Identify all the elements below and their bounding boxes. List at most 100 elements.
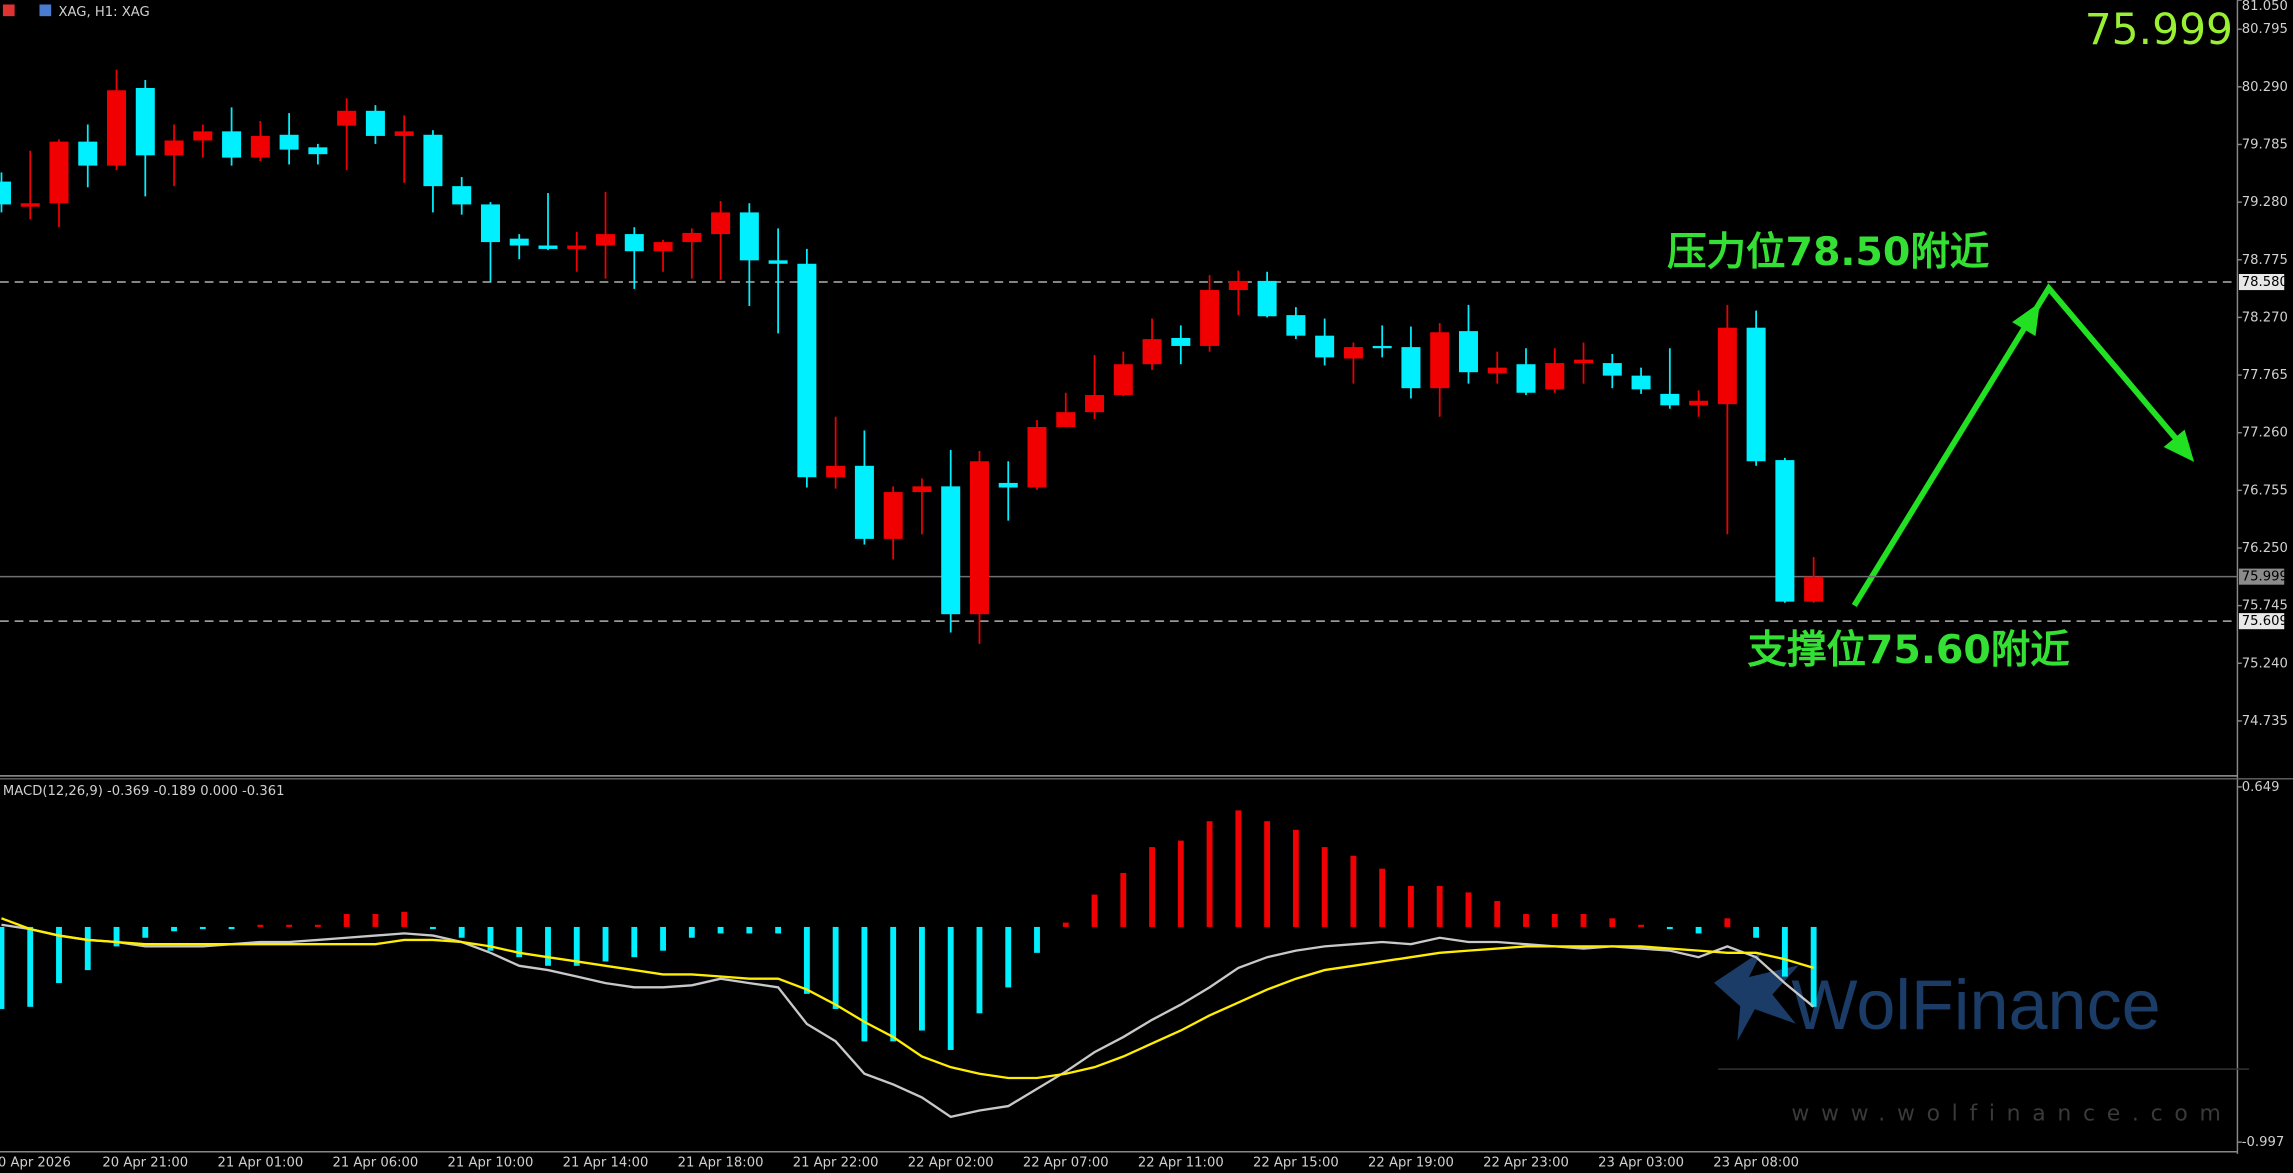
histogram-bar	[1551, 913, 1558, 927]
current-price: 75.999	[2085, 5, 2233, 54]
histogram-bar	[1494, 901, 1501, 927]
candle-body	[337, 110, 357, 126]
chart-title: XAG, H1: XAG	[58, 5, 149, 20]
histogram-bar	[832, 926, 839, 1009]
price-tag-label: 75.609	[2242, 614, 2288, 629]
histogram-bar	[660, 926, 666, 951]
histogram-bar	[1638, 924, 1644, 927]
histogram-bar	[1206, 821, 1213, 927]
candle-body	[1228, 280, 1248, 291]
histogram-bar	[573, 926, 580, 966]
arrow-head	[2012, 302, 2040, 337]
candle-body	[711, 212, 731, 235]
watermark-logo	[1713, 950, 1799, 1042]
candle-body	[509, 238, 529, 246]
histogram-bar	[27, 926, 34, 1007]
candle-body	[653, 242, 673, 252]
x-tick-label: 22 Apr 11:00	[1138, 1156, 1224, 1171]
histogram-bar	[775, 926, 782, 934]
candle-body	[0, 181, 11, 205]
symbol-icon	[2, 4, 15, 17]
candle-body	[1200, 290, 1220, 346]
histogram-bar	[1350, 855, 1357, 927]
y-tick-label: 80.795	[2242, 22, 2288, 37]
histogram-bar	[1120, 872, 1127, 927]
candle-body	[480, 204, 500, 243]
price-tag	[2238, 613, 2285, 630]
candle-body	[854, 465, 874, 539]
histogram-bar	[343, 913, 350, 927]
histogram-bar	[688, 926, 695, 938]
histogram-bar	[919, 926, 925, 1031]
candle-body	[1027, 426, 1047, 488]
histogram-bar	[458, 926, 465, 938]
candle-body	[1631, 375, 1651, 390]
x-tick-label: 23 Apr 08:00	[1713, 1156, 1799, 1171]
candle-body	[596, 234, 616, 246]
histogram-bar	[1724, 918, 1731, 927]
y-tick-label: 81.050	[2242, 0, 2288, 14]
x-tick-label: 21 Apr 14:00	[563, 1156, 649, 1171]
candle-body	[1113, 364, 1133, 396]
price-tag	[2238, 273, 2285, 291]
candle-body	[682, 232, 702, 243]
candle-body	[250, 135, 270, 158]
x-tick-label: 21 Apr 01:00	[217, 1156, 303, 1171]
histogram-bar	[1695, 926, 1702, 934]
candle-body	[1085, 395, 1105, 413]
histogram-bar	[746, 926, 753, 934]
candle-body	[78, 141, 98, 166]
y-tick-label: 0.649	[2242, 780, 2280, 795]
histogram-bar	[1781, 926, 1788, 977]
histogram-bar	[976, 926, 983, 1014]
histogram-bar	[1062, 922, 1069, 927]
symbol-icon	[39, 4, 52, 17]
histogram-bar	[1321, 847, 1328, 927]
candle-body	[1775, 460, 1795, 602]
candle-body	[107, 90, 127, 166]
histogram-bar	[1408, 885, 1414, 927]
histogram-bar	[199, 926, 206, 930]
histogram-bar	[286, 924, 293, 927]
histogram-bar	[314, 924, 321, 927]
candle-body	[1458, 331, 1478, 373]
candle-body	[1056, 412, 1076, 427]
candle-body	[1171, 337, 1191, 346]
histogram-bar	[1666, 926, 1673, 930]
histogram-bar	[516, 926, 523, 958]
y-tick-label: 78.775	[2242, 253, 2288, 268]
price-tag-label: 78.580	[2242, 275, 2288, 290]
y-tick-label: 76.755	[2242, 483, 2288, 498]
candle-body	[768, 260, 788, 264]
candle-body	[1487, 367, 1507, 374]
x-tick-label: 22 Apr 19:00	[1368, 1156, 1454, 1171]
x-tick-label: 21 Apr 22:00	[793, 1156, 879, 1171]
histogram-bar	[430, 926, 436, 930]
candle-body	[969, 461, 989, 615]
histogram-bar	[1177, 840, 1184, 927]
candle-body	[49, 141, 69, 204]
candle-body	[394, 131, 414, 136]
candle-body	[1717, 327, 1737, 405]
candle-body	[365, 110, 385, 136]
histogram-bar	[1753, 926, 1760, 938]
candle-body	[1401, 347, 1421, 389]
candle-body	[308, 147, 328, 155]
candle-body	[912, 486, 932, 493]
indicator-label: MACD(12,26,9) -0.369 -0.189 0.000 -0.361	[3, 784, 285, 799]
histogram-bar	[228, 926, 235, 930]
histogram-bar	[1034, 926, 1040, 953]
histogram-bar	[890, 926, 897, 1042]
watermark: WolFinance www.wolfinance.com	[1713, 950, 2250, 1126]
histogram-bar	[1523, 913, 1529, 927]
x-tick-label: 21 Apr 18:00	[678, 1156, 764, 1171]
price-tag	[2238, 568, 2285, 585]
candle-body	[1257, 280, 1277, 317]
y-tick-label: 77.260	[2242, 426, 2288, 441]
histogram-bar	[1609, 918, 1616, 927]
price-tag-label: 75.999	[2242, 570, 2288, 585]
y-tick-label: 75.240	[2242, 656, 2288, 671]
histogram-bar	[947, 926, 954, 1050]
